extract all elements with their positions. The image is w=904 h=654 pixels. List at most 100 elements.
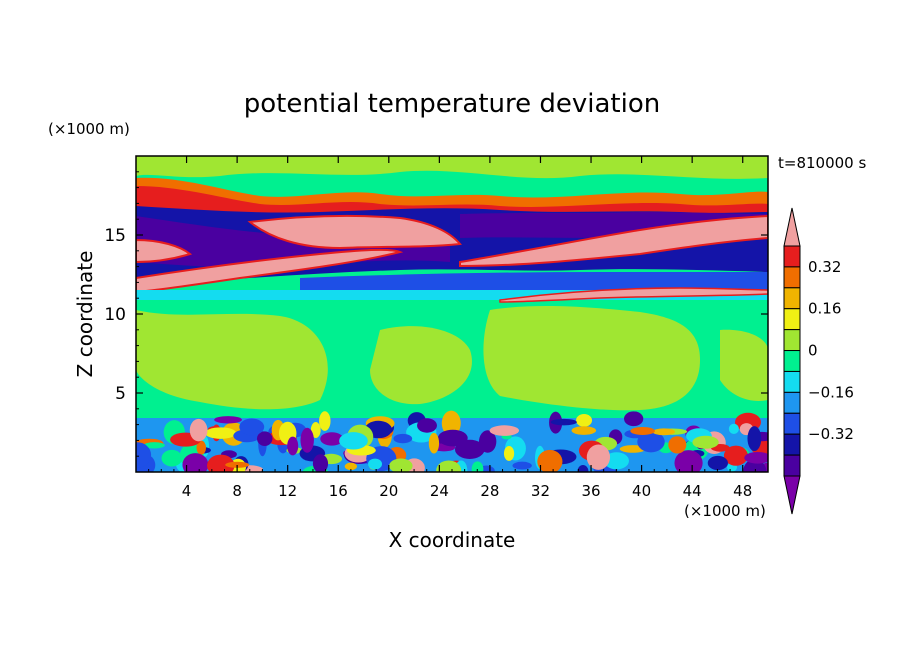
colorbar-box	[783, 329, 801, 352]
field-contour	[136, 238, 193, 264]
turbulence-cell	[312, 454, 329, 472]
x-tick-label: 16	[329, 482, 348, 500]
turbulence-cell	[319, 411, 331, 431]
turbulence-cell	[674, 450, 703, 472]
x-axis-label: X coordinate	[389, 528, 516, 552]
turbulent-layer	[136, 410, 768, 472]
colorbar-top-triangle	[783, 207, 801, 247]
chart-title: potential temperature deviation	[244, 89, 660, 119]
turbulence-cell	[161, 449, 183, 467]
turbulence-cell	[207, 454, 235, 472]
turbulence-cell	[576, 413, 593, 427]
turbulence-cell	[339, 432, 368, 450]
field-contour	[136, 156, 768, 179]
x-tick-label: 36	[581, 482, 600, 500]
colorbar-box	[783, 412, 801, 435]
field-contour	[499, 287, 768, 303]
turbulence-cell	[624, 411, 644, 427]
turbulence-cell	[550, 418, 577, 426]
x-tick-label: 48	[733, 482, 752, 500]
turbulence-cell	[537, 449, 563, 472]
turbulence-cell	[428, 432, 440, 454]
y-unit-label: (×1000 m)	[48, 120, 130, 138]
turbulence-cell	[747, 426, 762, 452]
turbulence-cell	[205, 427, 237, 439]
turbulence-cell	[478, 430, 497, 453]
y-axis: 5 10 15	[104, 171, 768, 457]
colorbar-label: −0.16	[808, 383, 854, 401]
colorbar-box	[783, 287, 801, 310]
turbulence-cell	[604, 452, 629, 470]
turbulence-cell	[256, 431, 273, 446]
colorbar-box	[783, 350, 801, 372]
colorbar-box	[783, 454, 801, 477]
turbulence-cell	[503, 445, 515, 461]
colorbar-box	[783, 370, 801, 393]
turbulence-cell	[668, 436, 687, 454]
turbulence-cell	[723, 445, 748, 466]
turbulence-cell	[586, 444, 611, 470]
turbulence-cell	[630, 427, 655, 435]
x-tick-label: 40	[632, 482, 651, 500]
turbulence-cell	[310, 422, 321, 439]
turbulence-cell	[692, 435, 719, 449]
turbulence-cell	[436, 460, 462, 472]
turbulence-cell	[728, 423, 739, 434]
turbulence-cell	[196, 440, 207, 455]
colorbar-box	[783, 433, 801, 456]
field-contour	[247, 214, 462, 250]
time-label: t=810000 s	[778, 154, 866, 172]
turbulence-cell	[368, 458, 383, 470]
x-tick-label: 44	[683, 482, 702, 500]
turbulence-cell	[287, 436, 299, 456]
turbulence-cell	[393, 433, 413, 444]
turbulence-cell	[637, 431, 665, 453]
y-tick-label: 10	[104, 305, 126, 325]
turbulence-cell	[441, 410, 461, 436]
turbulence-cell	[512, 461, 532, 470]
turbulence-cell	[652, 428, 676, 436]
field-contour	[136, 310, 328, 410]
turbulence-cell	[320, 432, 344, 446]
turbulence-cell	[389, 458, 413, 472]
field-contour	[300, 272, 768, 290]
colorbar-label: 0.16	[808, 300, 841, 318]
colorbar-label: −0.32	[808, 425, 854, 443]
field-contour	[720, 329, 768, 402]
x-tick-label: 8	[232, 482, 242, 500]
turbulence-cell	[344, 462, 357, 471]
x-tick-label: 24	[430, 482, 449, 500]
colorbar-box	[783, 391, 801, 414]
y-tick-label: 15	[104, 226, 126, 246]
field-contour	[136, 248, 404, 294]
turbulence-cell	[136, 442, 152, 468]
field-contour	[459, 214, 768, 268]
turbulence-cell	[454, 439, 485, 459]
x-tick-label: 32	[531, 482, 550, 500]
colorbar-label: 0.32	[808, 258, 841, 276]
turbulence-cell	[143, 442, 165, 449]
turbulence-cell	[577, 465, 589, 472]
field-contour	[370, 326, 472, 405]
turbulence-cell	[571, 426, 597, 435]
x-unit-label: (×1000 m)	[684, 502, 766, 520]
colorbar-box	[783, 308, 801, 331]
turbulence-cell	[300, 427, 314, 453]
turbulence-cell	[744, 451, 768, 464]
turbulence-cell	[437, 429, 468, 447]
turbulence-cell	[239, 418, 265, 436]
turbulence-cell	[417, 418, 437, 433]
plot-area	[136, 156, 768, 472]
field-contour	[136, 177, 768, 212]
turbulence-cell	[214, 416, 242, 424]
x-tick-label: 28	[480, 482, 499, 500]
y-tick-label: 5	[115, 384, 126, 404]
colorbar-box	[783, 245, 801, 268]
colorbar-box	[783, 266, 801, 289]
colorbar-label: 0	[808, 342, 818, 360]
x-tick-label: 20	[379, 482, 398, 500]
x-tick-label: 4	[182, 482, 192, 500]
y-axis-label: Z coordinate	[73, 251, 97, 378]
colorbar: 0.32 0.16 0 −0.16 −0.32	[783, 207, 854, 515]
